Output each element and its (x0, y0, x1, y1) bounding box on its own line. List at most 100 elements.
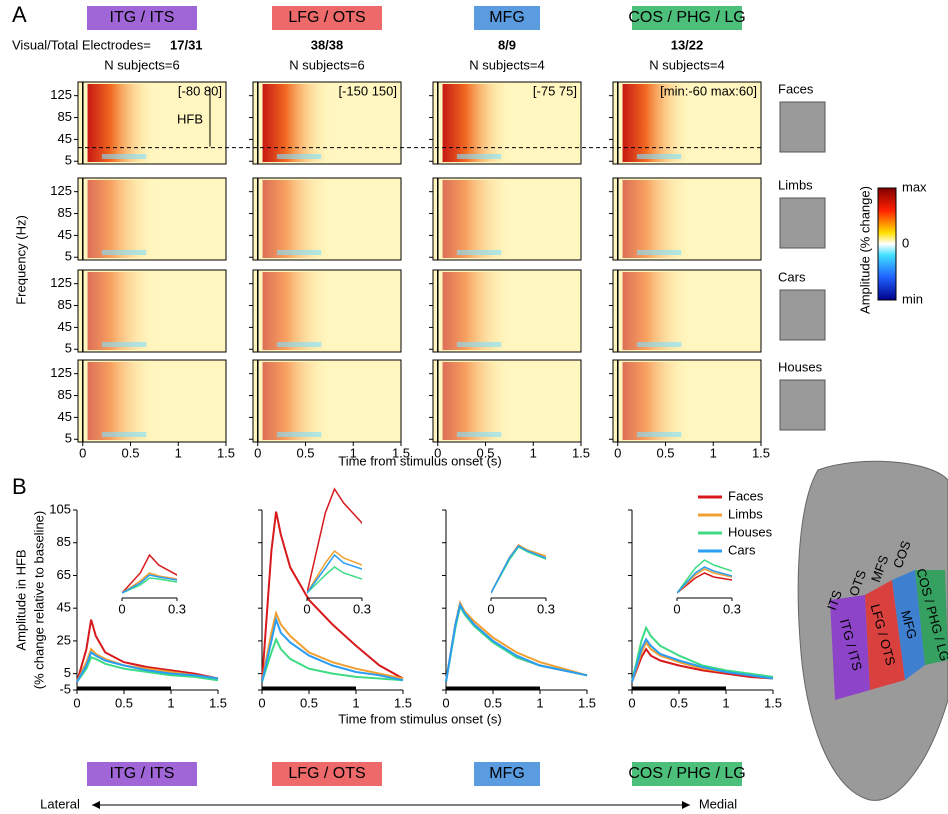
x-tick-label: 1.5 (578, 695, 596, 710)
brain-region: MFG (898, 609, 920, 641)
x-tick-label: 1.5 (217, 445, 235, 460)
category-label: Faces (778, 81, 814, 96)
lateral-label: Lateral (40, 796, 80, 811)
heatmap-response (442, 180, 510, 258)
heatmap-frame (77, 269, 227, 353)
y-tick-label: 85 (58, 387, 72, 402)
inset-line (491, 546, 546, 594)
y-tick-label: 5 (65, 249, 72, 264)
y-tick-label: 125 (50, 365, 72, 380)
y-axis-label: Amplitude in HFB (13, 549, 28, 650)
colorbar-label: Amplitude (% change) (857, 186, 872, 314)
x-tick-label: 0 (434, 445, 441, 460)
series-line (631, 637, 774, 683)
inset-tick-label: 0.3 (353, 601, 371, 616)
x-tick-label: 1.5 (572, 445, 590, 460)
heatmap-frame (612, 177, 762, 261)
brain-illustration (797, 460, 948, 801)
y-tick-label: 125 (50, 87, 72, 102)
subjects: N subjects=4 (649, 57, 725, 72)
heatmap-frame (432, 81, 582, 165)
heatmap-low (456, 342, 502, 347)
region-box (87, 6, 197, 30)
legend-label: Faces (728, 488, 764, 503)
subjects: N subjects=6 (289, 57, 365, 72)
heatmap-response (262, 84, 330, 162)
x-tick-label: 0.5 (484, 695, 502, 710)
region-box (632, 762, 742, 786)
inset-tick-label: 0.3 (723, 601, 741, 616)
x-tick-label: 1 (352, 695, 359, 710)
x-tick-label: 1 (710, 445, 717, 460)
inset-line (491, 545, 546, 594)
heatmap-low (101, 154, 147, 159)
heatmap-response (87, 362, 155, 440)
heatmap-response (622, 362, 690, 440)
series-line (631, 625, 774, 683)
inset-line (122, 572, 177, 594)
inset-line (677, 572, 732, 594)
region-name: MFG (489, 9, 525, 26)
heatmap-low (456, 250, 502, 255)
region-name: COS / PHG / LG (628, 9, 745, 26)
series-line (261, 609, 404, 682)
electrodes-count: 13/22 (671, 37, 704, 52)
medial-label: Medial (699, 796, 737, 811)
heatmap-response (622, 84, 690, 162)
inset (677, 559, 732, 594)
inset-line (122, 574, 177, 594)
region-name: COS / PHG / LG (628, 765, 745, 782)
region-box (272, 762, 382, 786)
line-chart (261, 511, 404, 683)
x-tick-label: 0 (628, 695, 635, 710)
region-box (272, 6, 382, 30)
stimulus-image (779, 379, 826, 431)
heatmap-response (622, 272, 690, 350)
x-tick-label: 1.5 (394, 695, 412, 710)
y-tick-label: 125 (50, 183, 72, 198)
region-box (632, 6, 742, 30)
y-axis-sublabel: (% change relative to baseline) (31, 511, 46, 690)
series-line (261, 615, 404, 683)
heatmap-response (262, 362, 330, 440)
heatmap-low (636, 432, 682, 437)
x-axis-label: Time from stimulus onset (s) (338, 453, 502, 468)
x-tick-label: 1 (167, 695, 174, 710)
inset-tick-label: 0 (487, 601, 494, 616)
x-tick-label: 0.5 (121, 445, 139, 460)
x-tick-label: 0.5 (476, 445, 494, 460)
stimulus-image (779, 101, 826, 153)
x-tick-label: 0 (254, 445, 261, 460)
line-chart (76, 619, 219, 683)
subjects: N subjects=4 (469, 57, 545, 72)
heatmap-low (101, 250, 147, 255)
y-tick-label: 5 (65, 341, 72, 356)
heatmap-response (442, 272, 510, 350)
category-label: Houses (778, 359, 823, 374)
inset-line (307, 566, 362, 594)
series-line (445, 602, 588, 682)
colorbar (877, 187, 897, 301)
inset-line (122, 577, 177, 594)
stimulus-image (779, 289, 826, 341)
inset-line (677, 568, 732, 594)
colorbar-tick: min (902, 291, 923, 306)
y-tick-label: 65 (57, 567, 71, 582)
x-tick-label: 0.5 (300, 695, 318, 710)
heatmap-low (101, 342, 147, 347)
colorbar-tick: 0 (902, 235, 909, 250)
heatmap-low (636, 154, 682, 159)
x-tick-label: 0 (79, 445, 86, 460)
inset (307, 487, 362, 594)
inset-line (122, 553, 177, 594)
x-tick-label: 1 (350, 445, 357, 460)
subjects: N subjects=6 (104, 57, 180, 72)
y-tick-label: 85 (57, 534, 71, 549)
heatmap-frame (77, 177, 227, 261)
x-tick-label: 1.5 (209, 695, 227, 710)
x-tick-label: 0.5 (670, 695, 688, 710)
x-tick-label: 0.5 (115, 695, 133, 710)
region-name: ITG / ITS (110, 9, 175, 26)
inset-line (677, 566, 732, 594)
heatmap-frame (252, 269, 402, 353)
